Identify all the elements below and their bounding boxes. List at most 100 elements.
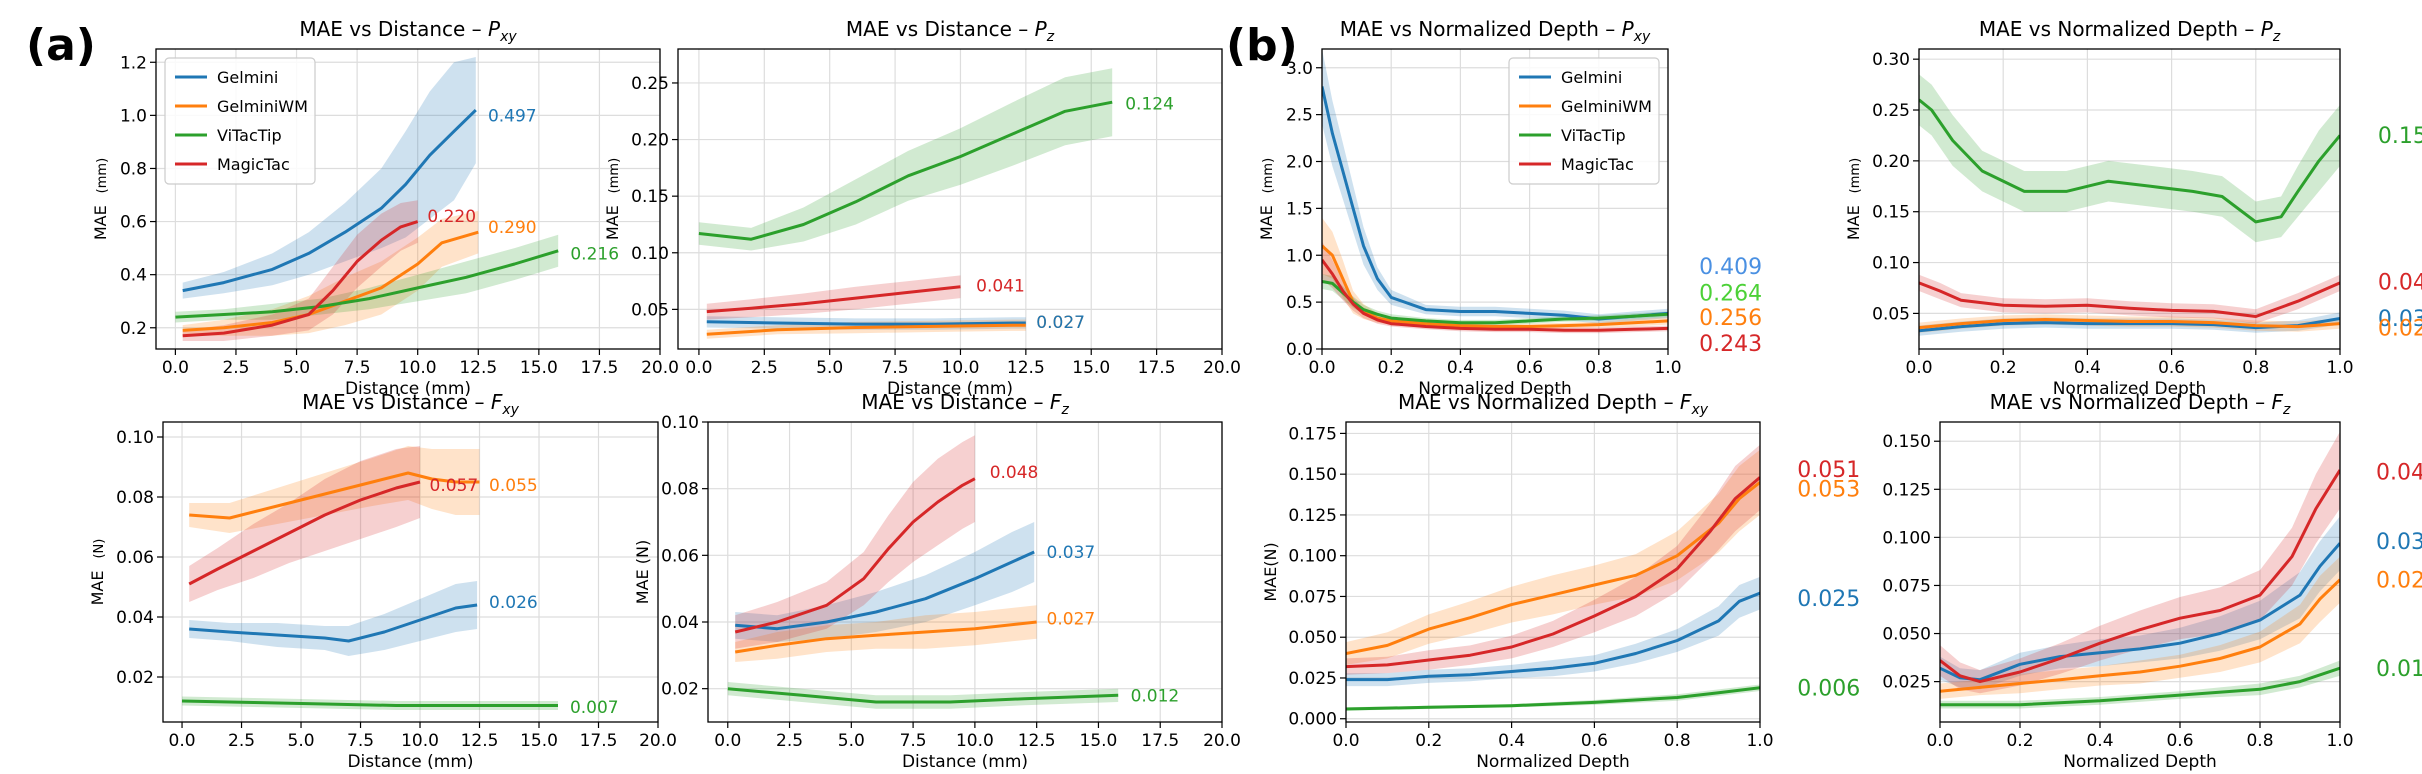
x-tick-label: 7.5 — [344, 358, 371, 378]
x-axis-label: Normalized Depth — [2063, 752, 2217, 772]
x-tick-label: 0.6 — [2166, 731, 2193, 751]
axes-frame — [155, 48, 661, 350]
value-annotation: 0.027 — [1036, 313, 1085, 333]
y-tick-label: 0.10 — [631, 244, 669, 264]
series-line-gelminiwm — [706, 323, 1026, 336]
value-annotation: 0.037 — [1047, 543, 1096, 563]
chart-4: 0.0 2.5 5.0 7.5 10.0 12.5 15.0 17.5 20.0 0.02 0.04… — [633, 390, 1241, 772]
series-group — [175, 57, 559, 341]
x-tick-label: 0.4 — [2086, 731, 2113, 751]
y-tick-label: 0.025 — [1288, 669, 1337, 689]
x-tick-label: 15.0 — [520, 358, 558, 378]
x-tick-label: 0.4 — [2074, 358, 2101, 378]
x-tick-label: 20.0 — [1203, 731, 1241, 751]
x-tick-label: 0.4 — [1447, 358, 1474, 378]
value-annotation: 0.012 — [1131, 686, 1180, 706]
x-tick-label: 0.8 — [1585, 358, 1612, 378]
series-group — [1322, 49, 1668, 334]
y-tick-label: 0.15 — [1872, 203, 1910, 223]
band-magictac — [1919, 274, 2340, 324]
x-tick-label: 5.0 — [283, 358, 310, 378]
x-axis-label: Distance (mm) — [887, 379, 1013, 399]
value-annotation: 0.030 — [2378, 307, 2422, 332]
y-tick-label: 0.25 — [1872, 101, 1910, 121]
chart-title: MAE vs Distance – Fxy — [302, 390, 520, 418]
legend-label-gelminiwm: GelminiWM — [217, 97, 308, 116]
y-axis-label: MAE(mm) — [91, 158, 110, 240]
axes-frame — [677, 48, 1223, 350]
series-line-magictac — [734, 477, 976, 634]
y-tick-label: 0.6 — [120, 213, 147, 233]
legend-label-vitactip: ViTacTip — [1561, 126, 1626, 145]
x-tick-label: 15.0 — [1080, 731, 1118, 751]
value-annotation: 0.409 — [1699, 255, 1762, 280]
series-line-magictac — [188, 480, 421, 586]
series-line-gelminiwm — [189, 471, 480, 520]
series-group — [181, 446, 558, 710]
band-gelminiwm — [1940, 556, 2340, 699]
x-axis-label: Normalized Depth — [1476, 752, 1630, 772]
y-tick-label: 0.150 — [1882, 432, 1931, 452]
plot-area — [708, 422, 1222, 722]
value-annotation: 0.027 — [1036, 313, 1085, 333]
axes-frame — [1321, 48, 1669, 350]
y-tick-label: 0.30 — [1872, 50, 1910, 70]
legend-label-gelminiwm: GelminiWM — [1561, 97, 1652, 116]
x-axis-label: Normalized Depth — [1418, 379, 1572, 399]
legend-label-gelmini: Gelmini — [217, 68, 278, 87]
y-tick-label: 0.10 — [661, 413, 699, 433]
value-annotation: 0.124 — [1125, 94, 1174, 114]
chart-8: 0.0 0.2 0.4 0.6 0.8 1.0 0.025 0.050 0.075 0.100 0.… — [1882, 390, 2422, 772]
x-tick-label: 0.6 — [1581, 731, 1608, 751]
series-line-gelmini — [735, 550, 1035, 631]
y-tick-label: 0.5 — [1286, 293, 1313, 313]
series-line-vitactip — [175, 249, 559, 319]
y-tick-label: 0.06 — [661, 546, 699, 566]
series-line-magictac — [1940, 469, 2340, 684]
axes-frame — [707, 421, 1223, 723]
y-axis-label: MAE(mm) — [1844, 158, 1863, 240]
x-tick-label: 12.5 — [459, 358, 497, 378]
y-tick-label: 0.075 — [1882, 576, 1931, 596]
x-tick-label: 0.6 — [1516, 358, 1543, 378]
y-tick-label: 0.175 — [1288, 424, 1337, 444]
chart-title: MAE vs Distance – Fz — [861, 390, 1069, 418]
chart-title: MAE vs Distance – Pxy — [299, 17, 517, 45]
series-line-vitactip — [727, 687, 1119, 704]
series-line-gelmini — [189, 603, 478, 643]
value-annotation: 0.027 — [1047, 610, 1096, 630]
x-tick-label: 10.0 — [956, 731, 994, 751]
series-line-gelminiwm — [1346, 481, 1760, 655]
band-magictac — [735, 435, 975, 649]
band-gelmini — [1346, 576, 1760, 687]
value-annotation: 0.025 — [1797, 587, 1860, 612]
value-annotation: 0.027 — [2378, 316, 2422, 341]
x-tick-label: 0.0 — [1332, 731, 1359, 751]
y-axis-label: MAE (N) — [633, 540, 652, 604]
legend-label-gelmini: Gelmini — [1561, 68, 1622, 87]
y-tick-label: 0.20 — [1872, 152, 1910, 172]
x-tick-label: 5.0 — [288, 731, 315, 751]
chart-3: 0.0 2.5 5.0 7.5 10.0 12.5 15.0 17.5 20.0 0.02 0.04… — [88, 390, 677, 772]
x-tick-label: 0.2 — [1378, 358, 1405, 378]
y-tick-label: 0.8 — [120, 159, 147, 179]
value-annotation: 0.055 — [489, 476, 538, 496]
y-tick-label: 0.025 — [1882, 673, 1931, 693]
value-annotation: 0.057 — [430, 476, 479, 496]
band-vitactip — [698, 68, 1113, 251]
band-gelminiwm — [182, 210, 479, 336]
y-tick-label: 0.02 — [116, 668, 154, 688]
x-tick-label: 0.0 — [162, 358, 189, 378]
y-tick-label: 0.2 — [120, 319, 147, 339]
legend: Gelmini GelminiWM ViTacTip MagicTac — [1508, 57, 1660, 185]
y-tick-label: 0.4 — [120, 266, 147, 286]
x-axis-label: Distance (mm) — [345, 379, 471, 399]
value-annotation: 0.037 — [2376, 530, 2422, 555]
x-tick-label: 17.5 — [1141, 731, 1179, 751]
value-annotation: 0.047 — [2376, 461, 2422, 486]
x-tick-label: 1.0 — [1654, 358, 1681, 378]
y-tick-label: 0.125 — [1882, 480, 1931, 500]
series-line-magictac — [182, 220, 419, 338]
x-tick-label: 0.0 — [685, 358, 712, 378]
y-axis-label: MAE(mm) — [1257, 158, 1276, 240]
